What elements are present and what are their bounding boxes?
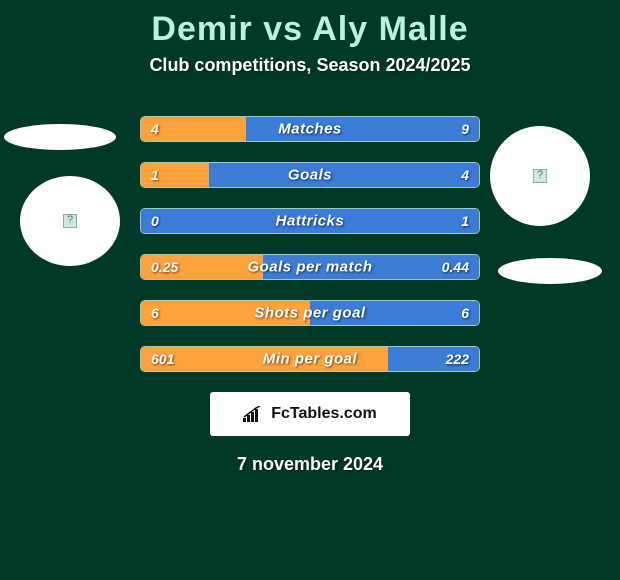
player-avatar-right	[490, 126, 590, 226]
stat-value-left: 6	[151, 305, 159, 321]
stat-row: Matches4 9	[140, 116, 480, 142]
stat-value-left: 0	[151, 213, 159, 229]
placeholder-icon	[63, 214, 77, 228]
footer-brand-text: FcTables.com	[271, 405, 377, 423]
stat-value-left: 1	[151, 167, 159, 183]
player-avatar-left	[20, 176, 120, 266]
stat-label: Hattricks	[141, 213, 479, 230]
stat-row: Min per goal601 222	[140, 346, 480, 372]
subtitle: Club competitions, Season 2024/2025	[0, 55, 620, 76]
stat-label: Min per goal	[141, 351, 479, 368]
stat-value-right: 0.44	[442, 259, 469, 275]
fctables-logo-icon	[243, 406, 265, 422]
stat-label: Goals per match	[141, 259, 479, 276]
stat-value-right: 4	[461, 167, 469, 183]
decor-oval-right	[498, 258, 602, 284]
page-title: Demir vs Aly Malle	[0, 0, 620, 49]
stat-row: Shots per goal6 6	[140, 300, 480, 326]
stat-value-right: 1	[461, 213, 469, 229]
date-label: 7 november 2024	[0, 454, 620, 475]
stat-label: Shots per goal	[141, 305, 479, 322]
stat-value-right: 6	[461, 305, 469, 321]
stat-value-left: 601	[151, 351, 174, 367]
stat-value-left: 4	[151, 121, 159, 137]
stat-row: Goals per match0.25 0.44	[140, 254, 480, 280]
stat-label: Matches	[141, 121, 479, 138]
stat-value-right: 9	[461, 121, 469, 137]
placeholder-icon	[533, 169, 547, 183]
stat-value-right: 222	[446, 351, 469, 367]
stat-label: Goals	[141, 167, 479, 184]
stat-bars-container: Matches49Goals14Hattricks01Goals per mat…	[140, 116, 480, 372]
decor-oval-left	[4, 124, 116, 150]
stat-value-left: 0.25	[151, 259, 178, 275]
stat-row: Goals1 4	[140, 162, 480, 188]
footer-brand-badge: FcTables.com	[210, 392, 410, 436]
stat-row: Hattricks0 1	[140, 208, 480, 234]
